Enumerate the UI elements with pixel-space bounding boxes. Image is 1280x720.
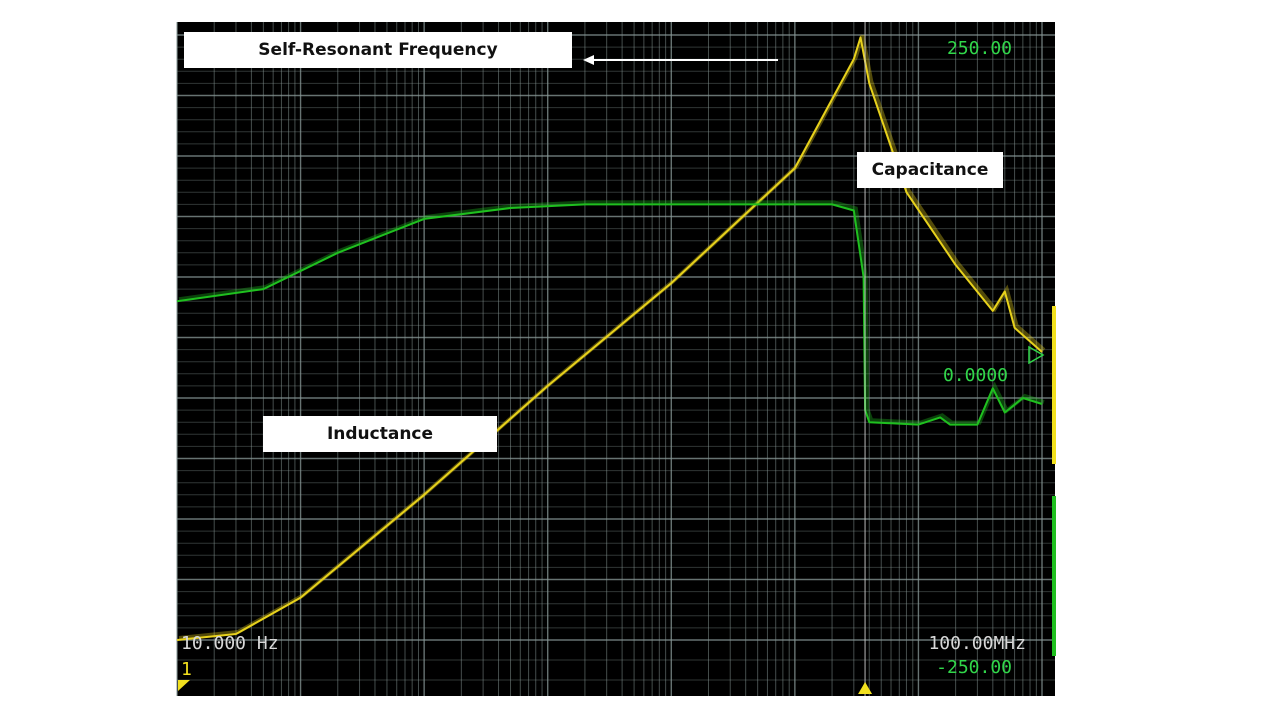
srf-arrow-head-icon — [583, 55, 594, 65]
channel-label: 1 — [181, 659, 192, 680]
x-stop-label: 100.00MHz — [928, 633, 1026, 654]
capacitance-callout: Capacitance — [857, 152, 1003, 188]
inductance-callout: Inductance — [263, 416, 497, 452]
srf-callout: Self-Resonant Frequency — [184, 32, 572, 68]
y-top-label: 250.00 — [947, 38, 1012, 59]
green-channel-bar — [1052, 496, 1056, 656]
trace-2-shadow — [178, 200, 1045, 425]
traces — [176, 22, 1046, 696]
grid — [176, 22, 1055, 696]
screen-background — [177, 22, 1055, 696]
y-ref-label: 0.0000 — [943, 365, 1008, 386]
trace-1 — [176, 36, 1043, 641]
x-start-label: 10.000 Hz — [181, 633, 279, 654]
marker-triangle-icon — [858, 682, 873, 694]
channel-corner-icon — [178, 680, 190, 691]
yellow-channel-bar — [1052, 306, 1056, 464]
reference-level-icon — [1028, 345, 1045, 365]
y-bottom-label: -250.00 — [936, 657, 1012, 678]
